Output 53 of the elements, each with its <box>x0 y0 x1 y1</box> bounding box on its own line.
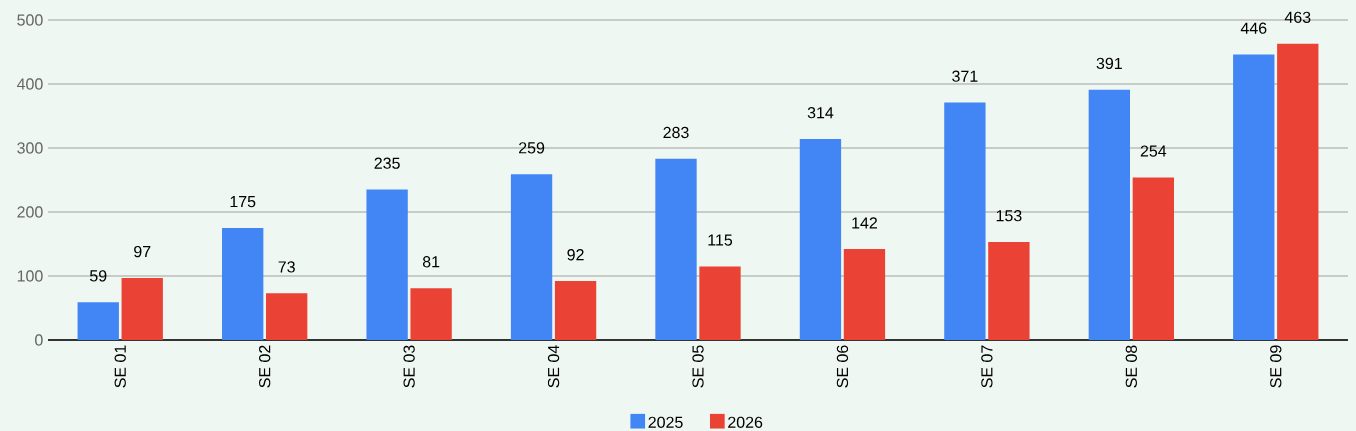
x-tick-label: SE 02 <box>259 345 271 388</box>
bar <box>554 281 597 340</box>
bar <box>1088 89 1130 340</box>
x-tick-label: SE 03 <box>403 345 415 388</box>
y-tick-label: 500 <box>17 14 43 26</box>
data-label: 115 <box>708 234 733 246</box>
data-label: 283 <box>663 126 689 139</box>
data-label: 73 <box>278 261 295 273</box>
bar <box>944 102 986 340</box>
data-label: 235 <box>374 157 400 169</box>
bar <box>988 242 1030 340</box>
y-tick-label: 100 <box>17 270 43 282</box>
data-label: 175 <box>230 196 256 208</box>
data-label: 314 <box>807 107 834 119</box>
bar <box>1132 177 1174 340</box>
data-label: 446 <box>1240 22 1267 34</box>
data-label: 142 <box>852 217 877 229</box>
x-tick-label: SE 05 <box>692 345 704 388</box>
x-tick-label: SE 09 <box>1270 345 1282 388</box>
bar <box>222 227 264 340</box>
bar <box>799 139 842 340</box>
data-label: 59 <box>89 270 107 282</box>
x-tick-label: SE 07 <box>981 345 993 388</box>
bar <box>77 302 119 340</box>
data-label: 254 <box>1140 145 1167 157</box>
x-tick-label: SE 04 <box>547 345 560 388</box>
legend-label: 2025 <box>648 416 683 428</box>
x-tick-label: SE 08 <box>1125 345 1137 388</box>
bar <box>410 288 452 340</box>
x-tick-label: SE 06 <box>836 345 849 388</box>
data-label: 153 <box>996 210 1022 222</box>
bar <box>1233 54 1275 340</box>
y-tick-label: 200 <box>17 206 43 218</box>
y-tick-label: 400 <box>16 78 43 90</box>
bar <box>266 293 308 340</box>
bar <box>510 174 553 340</box>
data-label: 92 <box>567 249 584 261</box>
data-label: 81 <box>422 256 440 268</box>
data-label: 371 <box>952 70 978 82</box>
y-tick-label: 0 <box>35 334 43 346</box>
bar <box>843 249 886 340</box>
bar <box>121 277 163 340</box>
bar <box>1277 43 1319 340</box>
data-label: 391 <box>1096 57 1122 70</box>
legend-label: 2026 <box>728 416 763 428</box>
bar <box>699 266 741 340</box>
x-tick-label: SE 01 <box>114 345 126 388</box>
data-label: 97 <box>134 245 151 258</box>
data-label: 259 <box>519 142 545 154</box>
data-label: 463 <box>1284 11 1311 23</box>
bar <box>366 189 408 340</box>
y-tick-label: 300 <box>17 142 43 154</box>
bar <box>655 158 697 340</box>
